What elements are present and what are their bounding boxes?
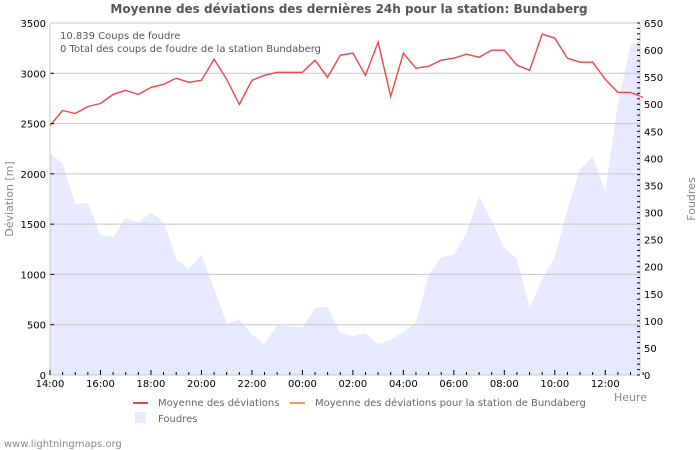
axes: 0 500 1000 1500 2000 2500 3000 3500 0 50 100 150 200… (21, 19, 664, 390)
foudres-area (50, 39, 644, 375)
chart-title: Moyenne des déviations des dernières 24h… (110, 2, 587, 16)
footer-site: www.lightningmaps.org (4, 439, 122, 450)
y-axis-right-label: Foudres (685, 177, 698, 221)
svg-text:02:00: 02:00 (338, 379, 367, 390)
svg-text:0: 0 (644, 371, 650, 382)
svg-text:04:00: 04:00 (389, 379, 418, 390)
svg-text:50: 50 (644, 344, 657, 355)
svg-text:450: 450 (644, 127, 663, 138)
legend-swatch-foudres (135, 412, 146, 423)
svg-text:2500: 2500 (21, 120, 46, 131)
svg-text:22:00: 22:00 (238, 379, 267, 390)
svg-text:0: 0 (40, 371, 46, 382)
svg-text:08:00: 08:00 (490, 379, 519, 390)
info-station-total: 0 Total des coups de foudre de la statio… (60, 44, 321, 55)
svg-text:1500: 1500 (21, 220, 46, 231)
svg-text:400: 400 (644, 154, 663, 165)
legend: Moyenne des déviations Moyenne des dévia… (133, 397, 586, 425)
legend-label-station-deviation: Moyenne des déviations pour la station d… (315, 397, 586, 409)
y-axis-left-label: Déviation [m] (3, 161, 16, 236)
svg-text:150: 150 (644, 290, 663, 301)
svg-text:600: 600 (644, 46, 663, 57)
svg-text:650: 650 (644, 19, 663, 30)
svg-text:12:00: 12:00 (591, 379, 620, 390)
svg-text:3500: 3500 (21, 19, 46, 30)
svg-text:18:00: 18:00 (137, 379, 166, 390)
svg-text:250: 250 (644, 236, 663, 247)
x-axis-label: Heure (614, 391, 647, 404)
svg-text:500: 500 (27, 321, 46, 332)
svg-text:20:00: 20:00 (187, 379, 216, 390)
info-strikes: 10.839 Coups de foudre (60, 31, 180, 42)
svg-text:100: 100 (644, 317, 663, 328)
svg-text:300: 300 (644, 209, 663, 220)
svg-text:16:00: 16:00 (86, 379, 115, 390)
svg-text:2000: 2000 (21, 170, 46, 181)
svg-text:500: 500 (644, 100, 663, 111)
svg-text:00:00: 00:00 (288, 379, 317, 390)
svg-text:200: 200 (644, 263, 663, 274)
legend-label-deviation: Moyenne des déviations (158, 397, 279, 409)
svg-text:350: 350 (644, 181, 663, 192)
svg-text:14:00: 14:00 (36, 379, 65, 390)
svg-text:3000: 3000 (21, 69, 46, 80)
deviation-line (49, 33, 644, 127)
svg-text:550: 550 (644, 73, 663, 84)
gridlines (50, 22, 640, 326)
svg-text:1000: 1000 (21, 270, 46, 281)
svg-text:10:00: 10:00 (540, 379, 569, 390)
legend-label-foudres: Foudres (158, 414, 197, 425)
svg-text:06:00: 06:00 (439, 379, 468, 390)
